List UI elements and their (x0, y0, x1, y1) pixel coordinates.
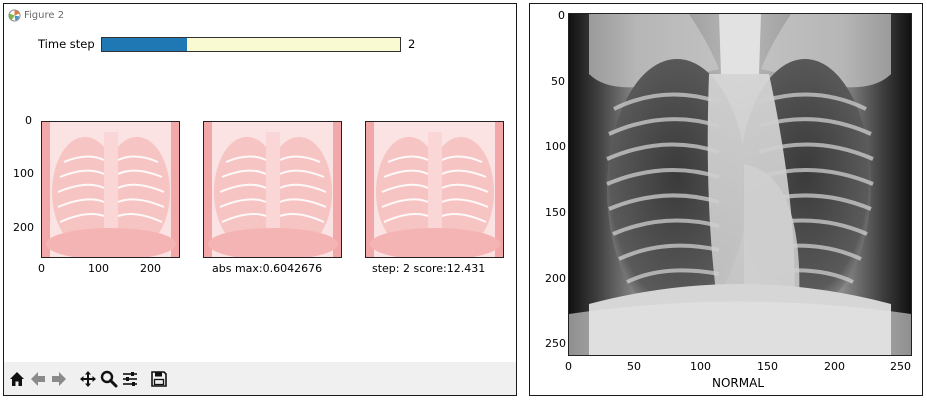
x-tick-label: 150 (757, 360, 778, 373)
pan-button[interactable] (77, 368, 98, 390)
pan-icon (79, 370, 96, 387)
saliency-overlay-image-2 (203, 121, 342, 258)
figure-window: Figure 2 Time step 2 0 100 200 (3, 3, 517, 396)
abs-max-caption: abs max:0.6042676 (212, 262, 323, 275)
x-tick-label: 200 (824, 360, 845, 373)
save-icon (150, 370, 167, 387)
x-tick-label: 0 (38, 262, 45, 275)
x-tick-label: 0 (565, 360, 572, 373)
zoom-button[interactable] (98, 368, 119, 390)
forward-arrow-icon (51, 371, 66, 386)
time-step-value: 2 (408, 37, 416, 51)
window-title: Figure 2 (8, 9, 64, 22)
save-button[interactable] (148, 368, 169, 390)
y-tick-label: 50 (551, 75, 565, 88)
configure-subplots-button[interactable] (119, 368, 140, 390)
back-arrow-icon (30, 371, 45, 386)
saliency-overlay-image-3 (365, 121, 504, 258)
y-tick-label: 0 (558, 9, 565, 22)
x-axis-label: NORMAL (712, 376, 765, 390)
time-step-slider-fill[interactable] (102, 38, 187, 51)
y-tick-label: 100 (13, 167, 34, 180)
time-step-slider[interactable] (101, 37, 401, 52)
zoom-icon (100, 370, 117, 387)
navigation-toolbar (4, 362, 516, 395)
chest-xray-image (568, 13, 912, 356)
forward-button[interactable] (48, 368, 69, 390)
back-button[interactable] (27, 368, 48, 390)
window-title-text: Figure 2 (24, 10, 65, 21)
y-tick-label: 100 (545, 140, 566, 153)
x-tick-label: 50 (627, 360, 641, 373)
x-tick-label: 100 (690, 360, 711, 373)
y-tick-label: 200 (13, 221, 34, 234)
x-tick-label: 200 (140, 262, 161, 275)
y-tick-label: 150 (545, 206, 566, 219)
y-tick-label: 250 (545, 337, 566, 350)
step-score-caption: step: 2 score:12.431 (372, 262, 486, 275)
x-tick-label: 100 (88, 262, 109, 275)
y-tick-label: 200 (545, 272, 566, 285)
saliency-overlay-image-1 (41, 121, 180, 258)
subplots-config-icon (122, 371, 137, 386)
matplotlib-logo-icon (8, 9, 21, 22)
y-tick-label: 0 (25, 114, 32, 127)
home-icon (9, 371, 24, 386)
home-button[interactable] (6, 368, 27, 390)
xray-figure-panel: 0 50 100 150 200 250 (529, 3, 923, 396)
x-tick-label: 250 (890, 360, 911, 373)
time-step-label: Time step (38, 37, 95, 51)
